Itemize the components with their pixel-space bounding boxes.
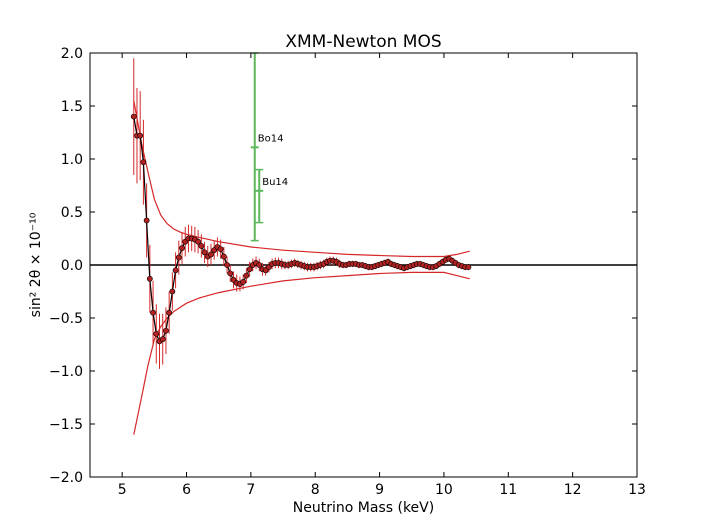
- data-point: [137, 132, 144, 139]
- x-tick-label: 6: [182, 482, 191, 498]
- x-tick-label: 9: [375, 482, 384, 498]
- y-tick-label: 0.5: [61, 205, 83, 221]
- data-point: [227, 270, 234, 277]
- data-point: [172, 267, 179, 274]
- y-tick-label: −2.0: [49, 470, 83, 486]
- data-point: [150, 309, 156, 316]
- data-point: [201, 249, 208, 256]
- chart-title: XMM-Newton MOS: [285, 32, 441, 52]
- data-point: [169, 288, 176, 295]
- data-point: [146, 275, 153, 282]
- data-point: [166, 309, 173, 316]
- plot-area: Bo14 Bu14: [90, 52, 637, 435]
- data-point: [159, 336, 166, 343]
- data-point: [143, 217, 150, 224]
- x-axis-label: Neutrino Mass (keV): [293, 500, 434, 516]
- data-point: [175, 254, 182, 261]
- x-tick-label: 13: [628, 482, 646, 498]
- data-point: [198, 243, 205, 249]
- x-tick-label: 11: [499, 482, 517, 498]
- data-point: [163, 327, 169, 334]
- annotation-label: Bu14: [262, 177, 288, 188]
- upper-envelope-line: [133, 100, 470, 258]
- data-point: [220, 253, 227, 260]
- measurement-line: [133, 116, 469, 343]
- data-point: [246, 266, 253, 273]
- y-tick-label: 0.0: [61, 258, 83, 274]
- y-tick-label: 1.5: [61, 99, 83, 115]
- data-point: [465, 264, 472, 271]
- annotation-label: Bo14: [258, 133, 284, 144]
- y-tick-label: −1.5: [49, 417, 83, 433]
- y-tick-label: 1.0: [61, 152, 83, 168]
- data-point: [208, 251, 214, 258]
- data-point: [240, 279, 247, 285]
- x-tick-label: 7: [246, 482, 255, 498]
- y-axis-label: sin² 2θ × 10⁻¹⁰: [28, 212, 44, 317]
- data-point: [140, 159, 147, 166]
- data-point: [224, 262, 230, 268]
- y-tick-label: −1.0: [49, 364, 83, 380]
- lower-envelope-line: [133, 271, 470, 435]
- x-tick-label: 10: [435, 482, 453, 498]
- data-point: [243, 272, 250, 279]
- x-tick-label: 12: [564, 482, 582, 498]
- data-point: [153, 330, 160, 337]
- data-point: [179, 245, 185, 251]
- data-point: [195, 238, 202, 245]
- axis-ticks: 5 6 7 8 9 10 11 12 13 −2.0 −1.5 −1.0 −0.5 0.0 0.5 1.0 1.…: [49, 46, 646, 498]
- data-point: [217, 246, 224, 252]
- y-tick-label: 2.0: [61, 46, 83, 62]
- data-point: [130, 113, 137, 120]
- y-tick-label: −0.5: [49, 311, 83, 327]
- x-tick-label: 8: [311, 482, 320, 498]
- data-point: [256, 262, 263, 268]
- x-tick-label: 5: [118, 482, 127, 498]
